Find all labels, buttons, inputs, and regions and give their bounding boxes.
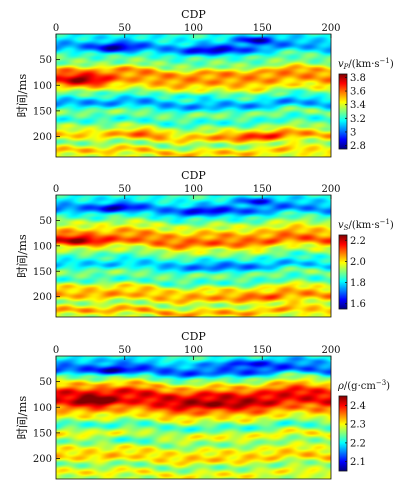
y-tick-label: 100 — [33, 241, 52, 252]
heatmap-image — [56, 195, 331, 317]
x-tick-label: 50 — [118, 184, 131, 195]
colorbar-label: ρ/(g·cm−3) — [337, 379, 390, 392]
y-tick-label: 50 — [39, 216, 52, 227]
colorbar-tick-label: 2.2 — [350, 438, 366, 449]
y-axis-label: 时间/ms — [15, 396, 29, 440]
colorbar-tick-label: 2.4 — [350, 401, 366, 412]
y-tick-label: 150 — [33, 267, 52, 278]
x-tick-label: 100 — [184, 184, 203, 195]
x-axis-label: CDP — [181, 330, 206, 343]
colorbar — [339, 396, 347, 471]
x-tick-label: 200 — [321, 23, 340, 34]
colorbar-tick-label: 2.0 — [350, 257, 366, 268]
y-tick-label: 150 — [33, 106, 52, 117]
x-tick-label: 0 — [53, 184, 59, 195]
colorbar — [339, 74, 347, 149]
colorbar-tick-label: 1.8 — [350, 278, 366, 289]
y-axis-label: 时间/ms — [15, 234, 29, 278]
heatmap-panel-vP: 0 50 100 150 200 CDP 50 100 150 200 时间/ms 2.8 3 3.2 3.… — [15, 8, 394, 158]
y-tick-label: 100 — [33, 403, 52, 414]
y-tick-label: 50 — [39, 55, 52, 66]
colorbar-tick-label: 3 — [350, 127, 356, 138]
colorbar-label: vS/(km·s−1) — [338, 218, 394, 232]
y-tick-label: 200 — [33, 454, 52, 465]
colorbar-frame — [338, 73, 348, 150]
x-tick-label: 0 — [53, 23, 59, 34]
colorbar-tick-label: 3.4 — [350, 100, 366, 111]
x-tick-label: 200 — [321, 184, 340, 195]
x-tick-label: 150 — [253, 345, 272, 356]
colorbar-tick-label: 2.2 — [350, 236, 366, 247]
colorbar-frame — [338, 234, 348, 310]
x-tick-label: 0 — [53, 345, 59, 356]
colorbar-label: vP/(km·s−1) — [338, 57, 394, 71]
x-tick-label: 50 — [118, 23, 131, 34]
colorbar-frame — [338, 395, 348, 472]
y-tick-label: 150 — [33, 428, 52, 439]
y-tick-label: 200 — [33, 132, 52, 143]
x-tick-label: 150 — [253, 184, 272, 195]
colorbar-tick-label: 2.3 — [350, 420, 366, 431]
y-tick-label: 100 — [33, 81, 52, 92]
x-tick-label: 150 — [253, 23, 272, 34]
heatmap-panel-vS: 0 50 100 150 200 CDP 50 100 150 200 时间/ms 1.6 1.8 2.0… — [15, 169, 394, 318]
y-tick-label: 200 — [33, 292, 52, 303]
colorbar — [339, 235, 347, 309]
x-tick-label: 100 — [184, 345, 203, 356]
colorbar-tick-label: 2.1 — [350, 457, 366, 468]
y-axis-label: 时间/ms — [15, 74, 29, 118]
colorbar-tick-label: 3.6 — [350, 87, 366, 98]
colorbar-tick-label: 2.8 — [350, 141, 366, 152]
x-axis-label: CDP — [181, 169, 206, 182]
heatmap-image — [56, 356, 331, 479]
x-tick-label: 100 — [184, 23, 203, 34]
x-tick-label: 50 — [118, 345, 131, 356]
colorbar-tick-label: 1.6 — [350, 299, 366, 310]
heatmap-panel-rho: 0 50 100 150 200 CDP 50 100 150 200 时间/ms 2.1 2.2 2.3… — [15, 330, 390, 480]
colorbar-tick-label: 3.2 — [350, 114, 366, 125]
x-axis-label: CDP — [181, 8, 206, 21]
heatmap-image — [56, 34, 331, 157]
y-tick-label: 50 — [39, 377, 52, 388]
x-tick-label: 200 — [321, 345, 340, 356]
colorbar-tick-label: 3.8 — [350, 73, 366, 84]
